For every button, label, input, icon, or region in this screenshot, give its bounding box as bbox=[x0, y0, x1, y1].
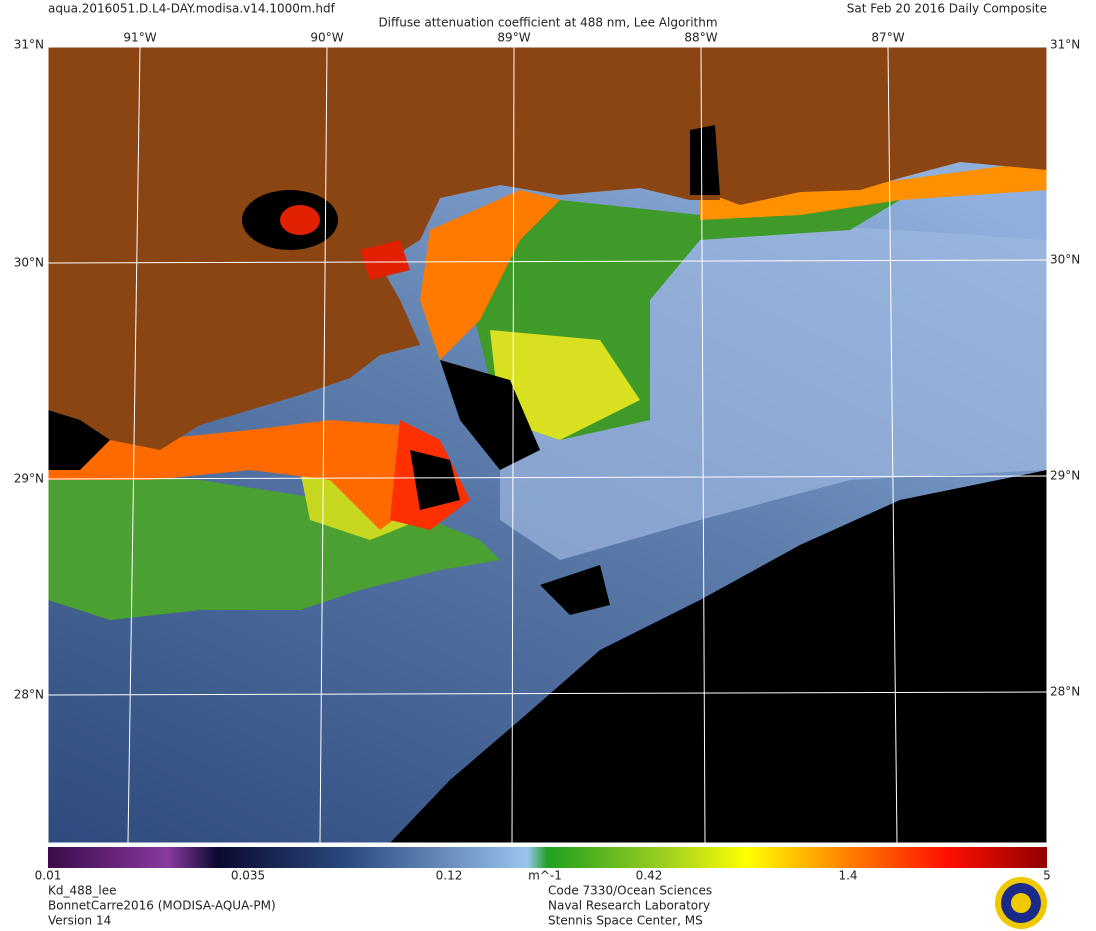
lon-label: 89°W bbox=[497, 31, 530, 45]
graticule-labels: 91°W 90°W 89°W 88°W 87°W 30°N 30°N 29°N 29°N 28°N… bbox=[14, 31, 1081, 702]
lat-label: 30°N bbox=[1050, 253, 1080, 267]
parallel bbox=[47, 259, 1048, 264]
meridian bbox=[319, 46, 328, 844]
lat-label: 31°N bbox=[1050, 38, 1080, 52]
lat-label: 28°N bbox=[1050, 685, 1080, 699]
colorbar-labels: 0.01 0.035 0.12 m^-1 0.42 1.4 5 bbox=[35, 869, 1051, 883]
map-frame bbox=[47, 46, 1048, 844]
footer-left-line: BonnetCarre2016 (MODISA-AQUA-PM) bbox=[48, 899, 276, 913]
parallel bbox=[47, 691, 1048, 696]
lon-label: 91°W bbox=[123, 31, 156, 45]
footer-left-line: Version 14 bbox=[48, 914, 111, 928]
colorbar-label: 1.4 bbox=[838, 869, 857, 883]
lat-label: 29°N bbox=[1050, 469, 1080, 483]
footer-center-line: Code 7330/Ocean Sciences bbox=[548, 884, 712, 898]
lat-label: 29°N bbox=[14, 472, 44, 486]
lat-label: 31°N bbox=[14, 38, 44, 52]
colorbar-label: 0.12 bbox=[436, 869, 463, 883]
meridian bbox=[511, 46, 515, 844]
map-title: Diffuse attenuation coefficient at 488 n… bbox=[378, 16, 717, 30]
meridian bbox=[887, 46, 898, 844]
meridian bbox=[127, 46, 141, 844]
nrl-logo bbox=[995, 877, 1047, 929]
footer-center-line: Stennis Space Center, MS bbox=[548, 914, 703, 928]
date-label: Sat Feb 20 2016 Daily Composite bbox=[847, 2, 1047, 16]
footer-center-line: Naval Research Laboratory bbox=[548, 899, 710, 913]
lon-label: 87°W bbox=[871, 31, 904, 45]
colorbar-label: 0.035 bbox=[231, 869, 265, 883]
colorbar-label: 0.01 bbox=[35, 869, 62, 883]
colorbar-label: 0.42 bbox=[636, 869, 663, 883]
lon-label: 88°W bbox=[684, 31, 717, 45]
footer-left-line: Kd_488_lee bbox=[48, 884, 117, 898]
lat-label: 28°N bbox=[14, 688, 44, 702]
parallel bbox=[47, 475, 1048, 480]
graticule bbox=[47, 46, 1048, 844]
file-name: aqua.2016051.D.L4-DAY.modisa.v14.1000m.h… bbox=[48, 2, 336, 16]
map-image bbox=[48, 47, 1047, 843]
lon-label: 90°W bbox=[310, 31, 343, 45]
colorbar-label: m^-1 bbox=[528, 869, 562, 883]
meridian bbox=[700, 46, 706, 844]
lat-label: 30°N bbox=[14, 256, 44, 270]
colorbar bbox=[48, 847, 1047, 868]
colorbar-label: 5 bbox=[1043, 869, 1051, 883]
